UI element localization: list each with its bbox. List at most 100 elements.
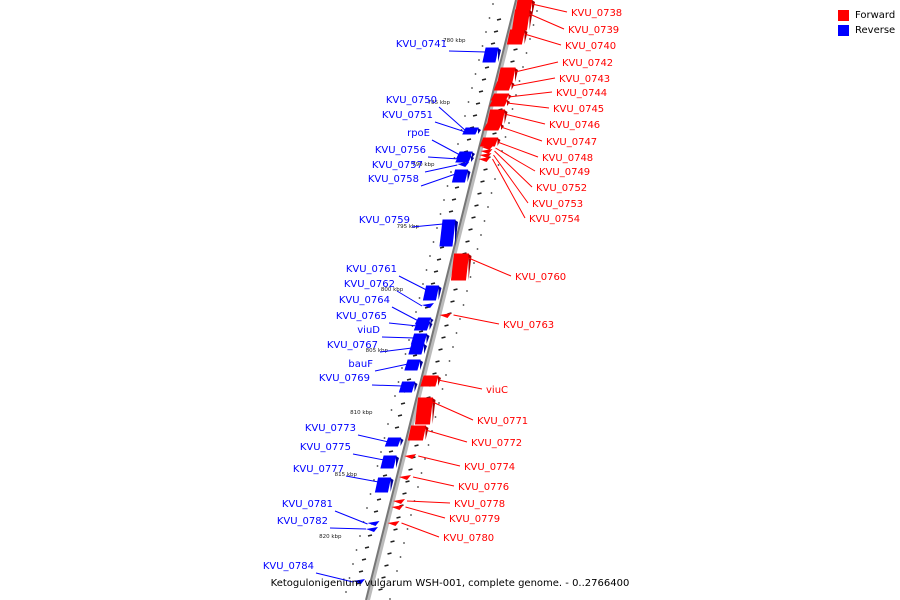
strand-dot bbox=[480, 234, 482, 236]
minor-tick bbox=[478, 90, 484, 93]
scale-label: 785 kbp bbox=[428, 100, 451, 106]
gene-block bbox=[404, 359, 421, 371]
minor-tick bbox=[433, 270, 439, 273]
reverse-leader-line bbox=[379, 347, 413, 353]
strand-dot bbox=[481, 45, 484, 47]
forward-genes: KVU_0738 KVU_0739 KVU_0740 KVU_0742 KVU_0743… bbox=[387, 0, 622, 544]
gene-arrow bbox=[478, 157, 491, 162]
forward-gene-label: KVU_0779 bbox=[449, 514, 500, 525]
forward-gene-label: KVU_0744 bbox=[556, 88, 607, 99]
minor-tick bbox=[402, 492, 407, 495]
gene-arrow bbox=[404, 454, 417, 459]
strand-dot bbox=[469, 276, 472, 278]
minor-tick bbox=[480, 180, 485, 183]
minor-tick bbox=[475, 102, 481, 105]
gene-arrow bbox=[481, 145, 494, 150]
minor-tick bbox=[471, 216, 476, 219]
minor-tick bbox=[364, 546, 370, 549]
gene-block bbox=[497, 67, 516, 83]
minor-tick bbox=[381, 576, 386, 579]
minor-tick bbox=[430, 282, 436, 285]
gene-arrow bbox=[457, 162, 470, 167]
strand-dot bbox=[471, 87, 473, 89]
strand-dot bbox=[525, 52, 528, 54]
strand-dot bbox=[511, 108, 514, 110]
forward-gene-label: KVU_0753 bbox=[532, 199, 583, 210]
minor-tick bbox=[454, 186, 460, 189]
forward-gene-label: KVU_0743 bbox=[559, 74, 610, 85]
gene-arrow bbox=[366, 527, 378, 532]
gene-block-side bbox=[429, 322, 433, 330]
forward-gene-label: KVU_0740 bbox=[565, 41, 616, 52]
strand-dot bbox=[408, 339, 410, 341]
minor-tick bbox=[510, 60, 515, 63]
gene-arrow bbox=[465, 129, 478, 134]
gene-block bbox=[398, 381, 416, 393]
strand-dot bbox=[355, 549, 358, 551]
forward-leader-line bbox=[405, 506, 446, 519]
forward-leader-line bbox=[497, 141, 539, 158]
gene-block-side bbox=[400, 438, 404, 446]
reverse-gene-label: KVU_0750 bbox=[386, 95, 437, 106]
minor-tick bbox=[376, 498, 382, 501]
minor-tick bbox=[378, 588, 383, 591]
strand-dot bbox=[476, 248, 479, 250]
gene-block bbox=[479, 137, 499, 147]
gene-block-side bbox=[424, 344, 427, 354]
scale-label: 780 kbp bbox=[443, 38, 466, 44]
strand-dot bbox=[494, 178, 496, 180]
minor-tick bbox=[405, 480, 410, 483]
strand-dot bbox=[443, 199, 445, 201]
minor-tick bbox=[444, 324, 449, 327]
gene-block bbox=[414, 397, 434, 425]
forward-leader-line bbox=[418, 455, 461, 467]
gene-arrow bbox=[479, 153, 492, 158]
reverse-gene-label: KVU_0762 bbox=[344, 279, 395, 290]
minor-tick bbox=[481, 78, 487, 81]
strand-dot bbox=[396, 570, 398, 572]
gene-block-side bbox=[467, 170, 471, 182]
reverse-gene-label: bauF bbox=[348, 359, 373, 370]
strand-dot bbox=[417, 486, 419, 488]
strand-dot bbox=[485, 31, 487, 33]
gene-block bbox=[410, 333, 428, 345]
strand-dot bbox=[529, 38, 531, 40]
strand-dot bbox=[422, 283, 424, 285]
reverse-leader-line bbox=[371, 384, 403, 387]
scale-label: 820 kbp bbox=[319, 534, 342, 540]
scale-label: 790 kbp bbox=[412, 162, 435, 168]
gene-block bbox=[490, 93, 510, 101]
strand-dot bbox=[429, 255, 431, 257]
gene-block-side bbox=[432, 398, 436, 424]
strand-dot bbox=[462, 304, 465, 306]
minor-tick bbox=[438, 348, 443, 351]
minor-tick bbox=[397, 414, 403, 417]
gene-block bbox=[413, 321, 431, 331]
strand-dot bbox=[464, 115, 466, 117]
strand-dot bbox=[457, 143, 459, 145]
reverse-swatch-icon bbox=[838, 25, 849, 36]
scale-label: 815 kbp bbox=[335, 472, 358, 478]
minor-tick bbox=[493, 30, 499, 33]
reverse-leader-line bbox=[448, 50, 487, 53]
gene-block-side bbox=[498, 48, 501, 62]
reverse-leader-line bbox=[396, 290, 423, 307]
strand-dot bbox=[427, 444, 430, 446]
gene-block bbox=[489, 99, 508, 107]
minor-tick bbox=[435, 360, 440, 363]
minor-tick bbox=[496, 18, 502, 21]
minor-tick bbox=[490, 42, 496, 45]
gene-block-side bbox=[396, 456, 399, 468]
gene-block-side bbox=[471, 156, 474, 162]
strand-dot bbox=[432, 241, 435, 243]
minor-tick bbox=[358, 570, 364, 573]
minor-tick bbox=[451, 198, 457, 201]
strand-dot bbox=[532, 24, 535, 26]
strand-dot bbox=[446, 185, 449, 187]
strand-dot bbox=[438, 402, 440, 404]
gene-block bbox=[486, 109, 506, 125]
legend-forward: Forward bbox=[838, 8, 895, 23]
strand-dot bbox=[424, 458, 426, 460]
minor-tick bbox=[408, 468, 413, 471]
minor-tick bbox=[483, 168, 488, 171]
